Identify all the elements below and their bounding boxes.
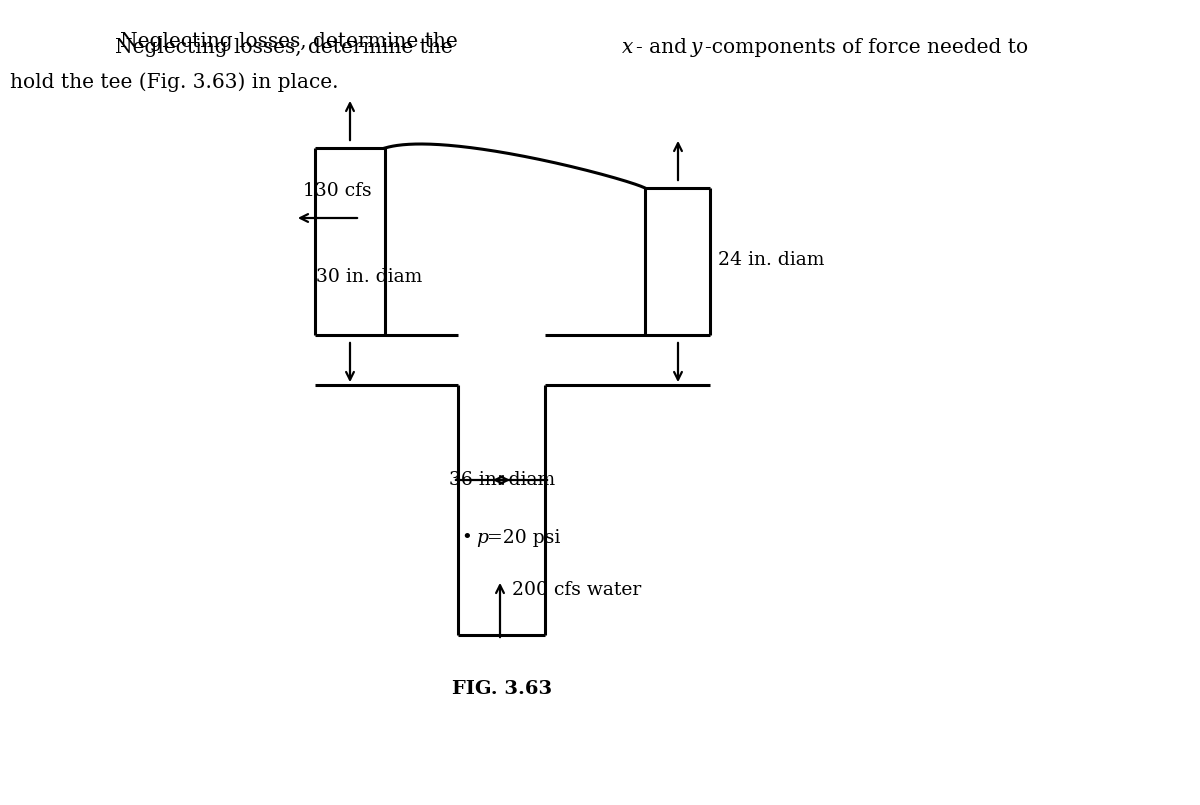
Text: p: p — [476, 529, 488, 547]
Text: 24 in. diam: 24 in. diam — [718, 251, 824, 269]
Text: 30 in. diam: 30 in. diam — [316, 268, 422, 286]
Text: Neglecting losses, determine the: Neglecting losses, determine the — [115, 28, 460, 47]
Text: Neglecting losses, determine the: Neglecting losses, determine the — [115, 38, 460, 57]
Text: y: y — [691, 38, 702, 57]
Text: FIG. 3.63: FIG. 3.63 — [452, 680, 552, 698]
Text: hold the tee (Fig. 3.63) in place.: hold the tee (Fig. 3.63) in place. — [10, 72, 338, 92]
Text: 130 cfs: 130 cfs — [302, 182, 372, 200]
Text: •: • — [462, 529, 479, 547]
Text: -components of force needed to: -components of force needed to — [706, 38, 1028, 57]
Text: =20 psi: =20 psi — [487, 529, 560, 547]
Text: 200 cfs water: 200 cfs water — [512, 581, 641, 599]
Text: - and: - and — [636, 38, 694, 57]
Text: 36 in. diam: 36 in. diam — [449, 471, 556, 489]
Text: Neglecting losses, determine the: Neglecting losses, determine the — [120, 32, 464, 51]
Text: x: x — [622, 38, 634, 57]
